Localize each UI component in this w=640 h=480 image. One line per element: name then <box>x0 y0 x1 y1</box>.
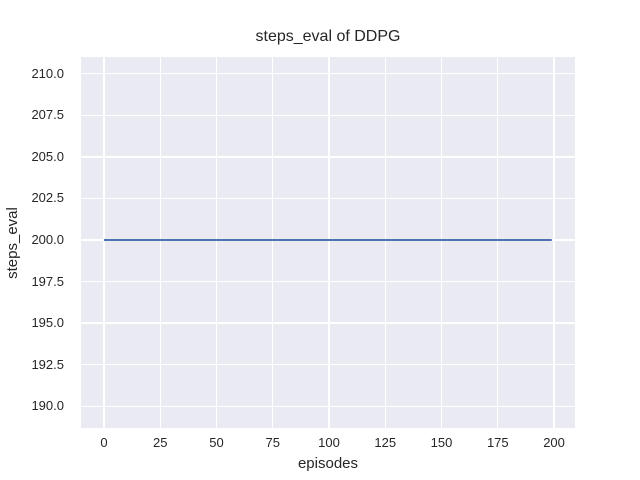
horizontal-gridline <box>81 322 575 324</box>
horizontal-gridline <box>81 364 575 366</box>
y-tick-label: 205.0 <box>31 148 64 164</box>
y-tick-label: 192.5 <box>31 356 64 372</box>
vertical-gridline <box>159 57 161 428</box>
y-axis-label: steps_eval <box>4 206 21 279</box>
vertical-gridline <box>497 57 499 428</box>
vertical-gridline <box>103 57 105 428</box>
x-tick-label: 200 <box>543 435 565 450</box>
horizontal-gridline <box>81 405 575 408</box>
x-tick-label: 100 <box>318 435 340 450</box>
y-tick-label: 210.0 <box>31 65 64 81</box>
y-tick-label: 197.5 <box>31 273 64 289</box>
horizontal-gridline <box>81 156 575 158</box>
y-tick-label: 200.0 <box>31 232 64 247</box>
y-tick-label: 195.0 <box>31 315 64 331</box>
vertical-gridline <box>440 57 443 428</box>
vertical-gridline <box>553 57 555 428</box>
horizontal-gridline <box>81 197 575 200</box>
x-tick-label: 75 <box>265 435 280 450</box>
x-tick-label: 150 <box>430 435 453 450</box>
x-tick-label: 50 <box>209 435 224 450</box>
x-tick-label: 125 <box>374 435 397 450</box>
horizontal-gridline <box>81 280 575 283</box>
x-tick-label: 0 <box>100 435 108 450</box>
vertical-gridline <box>328 57 330 428</box>
y-tick-label: 190.0 <box>31 398 64 414</box>
plot-area <box>81 57 575 428</box>
chart-title: steps_eval of DDPG <box>255 28 401 45</box>
horizontal-gridline <box>81 72 575 75</box>
x-axis-label: episodes <box>297 455 359 472</box>
vertical-gridline <box>272 57 274 428</box>
x-tick-label: 175 <box>486 435 509 450</box>
y-tick-label: 207.5 <box>31 107 64 123</box>
vertical-gridline <box>384 57 386 428</box>
y-tick-label: 202.5 <box>31 190 64 206</box>
x-tick-label: 25 <box>152 435 168 450</box>
vertical-gridline <box>215 57 218 428</box>
horizontal-gridline <box>81 114 575 116</box>
